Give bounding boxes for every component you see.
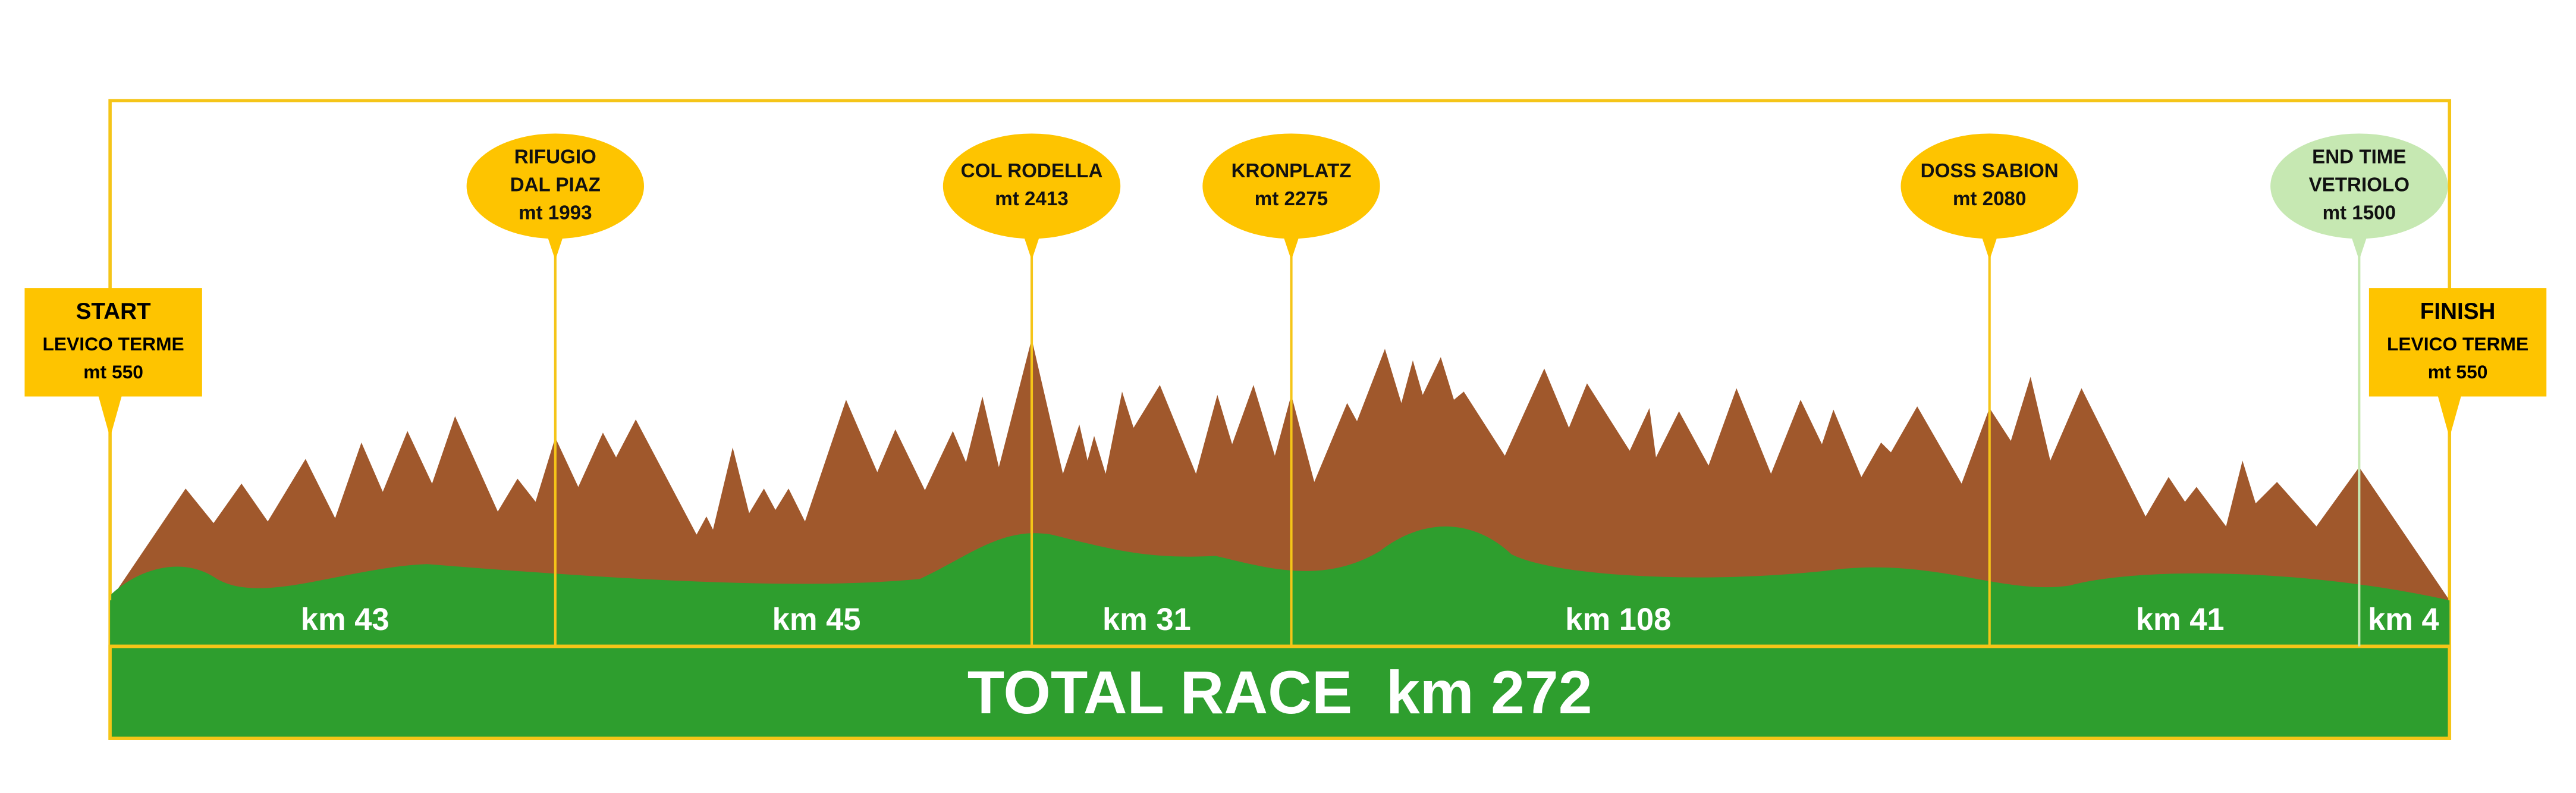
checkpoint-text: mt 1500 xyxy=(2323,202,2396,224)
segment-label: km 4 xyxy=(2368,602,2439,637)
segments: km 43 km 45 km 31 km 108 km 41 km 4 xyxy=(301,602,2439,637)
total-label: TOTAL RACE km 272 xyxy=(967,658,1592,726)
total-bar xyxy=(108,644,2452,740)
finish-line-text: mt 550 xyxy=(2428,361,2488,383)
checkpoint-bubble xyxy=(1202,133,1380,239)
checkpoint: KRONPLATZ mt 2275 xyxy=(1202,133,1380,647)
checkpoint-text: mt 2275 xyxy=(1255,188,1328,210)
checkpoint-text: mt 2413 xyxy=(995,188,1068,210)
checkpoint-text: mt 2080 xyxy=(1953,188,2026,210)
checkpoint-bubble xyxy=(466,133,644,239)
checkpoint-bubble xyxy=(2270,133,2448,239)
checkpoint-text: END TIME xyxy=(2312,146,2406,168)
checkpoint: DOSS SABION mt 2080 xyxy=(1900,133,2078,647)
checkpoints: RIFUGIO DAL PIAZ mt 1993 COL RODELLA mt 2413… xyxy=(466,133,2448,647)
segment-label: km 43 xyxy=(301,602,389,637)
start-marker: START LEVICO TERME mt 550 xyxy=(24,288,202,601)
checkpoint-text: KRONPLATZ xyxy=(1232,160,1352,182)
checkpoint-bubble xyxy=(943,133,1121,239)
checkpoint-text: DOSS SABION xyxy=(1921,160,2059,182)
finish-line-text: LEVICO TERME xyxy=(2387,333,2528,355)
segment-label: km 45 xyxy=(772,602,861,637)
checkpoint: END TIME VETRIOLO mt 1500 xyxy=(2270,133,2448,647)
checkpoint-text: RIFUGIO xyxy=(514,146,596,168)
segment-label: km 108 xyxy=(1565,602,1671,637)
segment-label: km 31 xyxy=(1102,602,1191,637)
finish-title: FINISH xyxy=(2420,299,2496,324)
segment-label: km 41 xyxy=(2136,602,2225,637)
green-hills xyxy=(110,526,2450,647)
start-title: START xyxy=(76,299,151,324)
checkpoint-text: COL RODELLA xyxy=(961,160,1103,182)
start-box xyxy=(24,288,202,438)
mountains xyxy=(110,338,2450,601)
checkpoint-bubble xyxy=(1900,133,2078,239)
finish-box xyxy=(2368,288,2547,438)
checkpoint: COL RODELLA mt 2413 xyxy=(943,133,1121,647)
checkpoint-text: mt 1993 xyxy=(519,202,592,224)
checkpoint-text: DAL PIAZ xyxy=(510,174,601,196)
checkpoint-text: VETRIOLO xyxy=(2309,174,2409,196)
finish-marker: FINISH LEVICO TERME mt 550 xyxy=(2368,288,2547,601)
checkpoint: RIFUGIO DAL PIAZ mt 1993 xyxy=(466,133,644,647)
start-line-text: mt 550 xyxy=(83,361,143,383)
start-line-text: LEVICO TERME xyxy=(42,333,184,355)
